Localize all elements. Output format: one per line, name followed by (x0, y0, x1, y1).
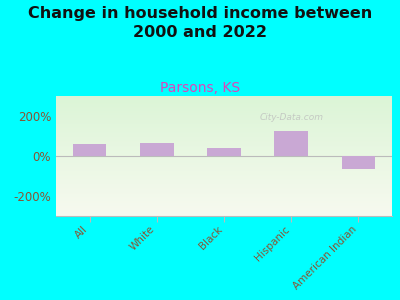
Bar (342, 156, 375, 169)
Bar (140, 143, 174, 156)
Bar (207, 148, 241, 156)
Text: City-Data.com: City-Data.com (259, 113, 323, 122)
Bar (73, 144, 106, 156)
Bar (274, 131, 308, 156)
Text: Change in household income between
2000 and 2022: Change in household income between 2000 … (28, 6, 372, 40)
Text: Parsons, KS: Parsons, KS (160, 81, 240, 95)
